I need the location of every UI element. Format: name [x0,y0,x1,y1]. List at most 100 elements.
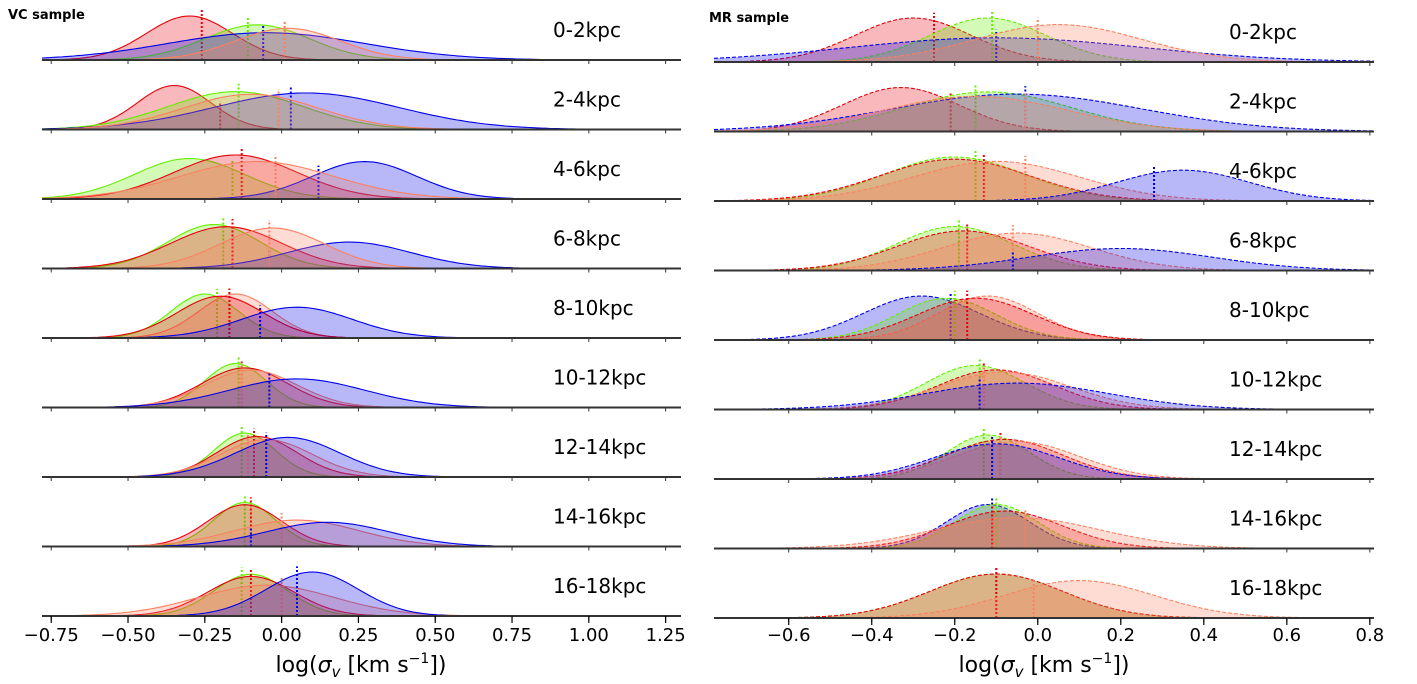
density-fill-green [42,158,681,199]
density-fill-salmon [42,370,681,408]
density-fill-blue [714,248,1374,271]
density-fill-salmon [42,161,681,199]
density-fill-blue [714,37,1374,62]
row-label: 14-16kpc [553,505,646,529]
density-fill-salmon [714,96,1374,132]
density-curve-red [714,297,1374,341]
row-label: 6-8kpc [1229,229,1297,253]
mr-x-axis-label: log(σv [km s−1]) [959,651,1130,681]
ridge-row: 8-10kpc [42,286,681,342]
x-tick-label: 0.2 [1106,625,1135,646]
density-fill-green [42,294,681,338]
row-label: 0-2kpc [553,18,621,42]
density-fill-blue [42,93,681,130]
density-fill-blue [714,296,1374,340]
density-fill-blue [42,572,681,616]
density-fill-green [714,365,1374,410]
row-label: 8-10kpc [553,296,634,320]
x-tick-label: 0.8 [1356,625,1385,646]
ridge-row: 12-14kpc [42,425,681,481]
ridge-row: 16-18kpc [714,566,1374,622]
ridge-row: 4-6kpc [713,150,1375,205]
x-tick-label: 0.6 [1273,625,1302,646]
density-fill-salmon [714,296,1374,340]
density-fill-salmon [42,585,681,616]
density-fill-red [42,367,681,408]
x-tick-label: −0.4 [850,625,894,646]
x-tick-label: 0.25 [338,625,378,646]
row-label: 2-4kpc [553,88,621,112]
ridge-row: 14-16kpc [714,496,1374,553]
density-fill-green [714,18,1374,62]
density-fill-green [42,224,681,269]
x-tick-label: −0.6 [767,625,811,646]
density-fill-green [714,504,1374,549]
density-fill-red [714,159,1374,201]
row-label: 16-18kpc [553,574,646,598]
density-fill-salmon [714,372,1374,410]
density-fill-blue [714,383,1374,410]
ridge-row: 10-12kpc [42,355,681,412]
density-fill-red [42,296,681,338]
density-fill-red [42,155,681,199]
density-fill-red [714,369,1374,410]
density-fill-green [42,433,681,477]
density-fill-blue [42,242,681,269]
density-fill-salmon [42,228,681,269]
density-fill-red [714,230,1374,271]
x-tick-label: 1.00 [569,625,609,646]
density-fill-blue [714,504,1374,549]
ridge-row: 16-18kpc [41,566,681,620]
ridge-row: 0-2kpc [713,10,1375,66]
vc-sample-title: VC sample [8,8,85,23]
ridge-row: 6-8kpc [714,218,1374,275]
density-fill-salmon [42,294,681,338]
x-tick-label: −0.75 [24,625,79,646]
density-fill-green [714,157,1374,201]
density-fill-blue [714,94,1374,132]
density-fill-green [714,574,1374,618]
density-fill-salmon [714,24,1374,63]
density-fill-salmon [714,441,1374,479]
density-fill-blue [714,170,1374,201]
vc-ridgeline-rows: 0-2kpc 2-4kpc 4-6kpc 6-8kpc 8-10kpc 10-12kpc 1… [41,9,681,620]
density-fill-salmon [714,161,1374,201]
density-fill-blue [42,378,681,408]
ridge-row: 0-2kpc [41,9,681,64]
density-fill-green [42,24,681,60]
density-fill-green [714,226,1374,271]
density-fill-blue [42,522,681,547]
row-label: 8-10kpc [1229,298,1310,322]
density-fill-red [714,574,1374,618]
density-fill-salmon [714,580,1374,618]
mr-sample-title: MR sample [709,11,789,26]
x-tick-label: 0.00 [262,625,302,646]
ridge-row: 2-4kpc [41,83,681,134]
ridge-row: 14-16kpc [42,494,681,551]
density-fill-green [714,91,1374,132]
row-label: 16-18kpc [1229,576,1322,600]
density-curve-blue [713,37,1375,62]
vc-sample-panel: VC sample 0-2kpc 2-4kpc 4-6kpc 6-8kpc 8-10kp… [8,8,686,681]
density-fill-red [42,504,681,547]
row-label: 0-2kpc [1229,20,1297,44]
vc-x-axis-label: log(σv [km s−1]) [276,651,447,681]
row-label: 10-12kpc [1229,368,1322,392]
density-fill-red [42,226,681,269]
x-tick-label: 0.0 [1023,625,1052,646]
density-curve-blue [713,93,1375,132]
x-tick-label: 0.75 [492,625,532,646]
density-fill-salmon [42,520,681,547]
mr-x-axis-ticks: −0.6 −0.4 −0.2 0.0 0.2 0.4 0.6 0.8 [767,618,1384,646]
row-label: 6-8kpc [553,227,621,251]
x-tick-label: 0.50 [415,625,455,646]
density-fill-salmon [42,94,681,130]
density-fill-salmon [714,233,1374,271]
x-tick-label: 0.4 [1189,625,1218,646]
ridge-row: 4-6kpc [41,147,681,203]
row-label: 4-6kpc [1229,159,1297,183]
density-fill-red [714,87,1374,132]
density-fill-red [42,576,681,616]
ridge-row: 8-10kpc [714,290,1374,344]
